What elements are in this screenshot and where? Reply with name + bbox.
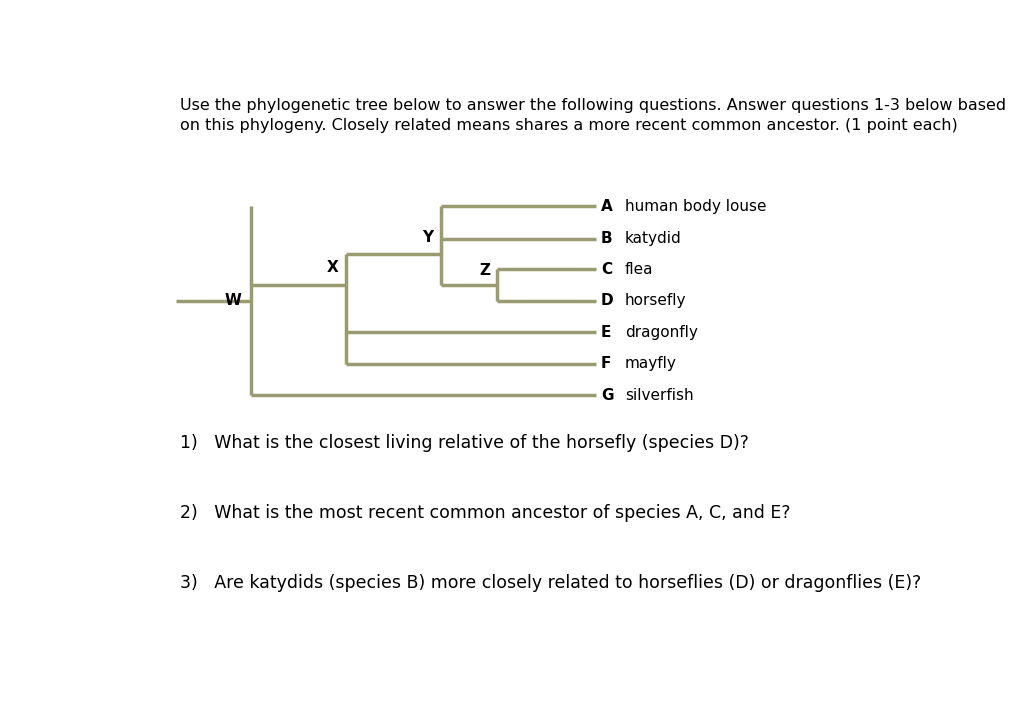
Text: katydid: katydid <box>625 231 682 246</box>
Text: G: G <box>601 387 613 403</box>
Text: 1)   What is the closest living relative of the horsefly (species D)?: 1) What is the closest living relative o… <box>179 434 749 451</box>
Text: horsefly: horsefly <box>625 293 686 309</box>
Text: 3)   Are katydids (species B) more closely related to horseflies (D) or dragonfl: 3) Are katydids (species B) more closely… <box>179 574 921 592</box>
Text: Y: Y <box>423 230 433 245</box>
Text: A: A <box>601 199 612 214</box>
Text: Z: Z <box>479 263 490 278</box>
Text: D: D <box>601 293 613 309</box>
Text: E: E <box>601 325 611 340</box>
Text: F: F <box>601 356 611 371</box>
Text: mayfly: mayfly <box>625 356 677 371</box>
Text: X: X <box>327 260 338 275</box>
Text: human body louse: human body louse <box>625 199 766 214</box>
Text: Use the phylogenetic tree below to answer the following questions. Answer questi: Use the phylogenetic tree below to answe… <box>179 98 1006 133</box>
Text: 2)   What is the most recent common ancestor of species A, C, and E?: 2) What is the most recent common ancest… <box>179 504 791 522</box>
Text: W: W <box>224 293 242 308</box>
Text: dragonfly: dragonfly <box>625 325 697 340</box>
Text: flea: flea <box>625 262 653 277</box>
Text: C: C <box>601 262 612 277</box>
Text: silverfish: silverfish <box>625 387 693 403</box>
Text: B: B <box>601 231 612 246</box>
